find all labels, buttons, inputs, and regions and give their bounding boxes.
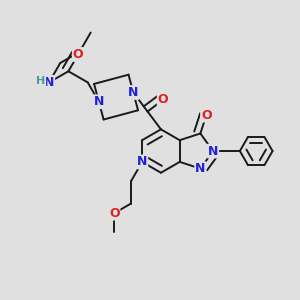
Text: O: O bbox=[73, 48, 83, 61]
Text: H: H bbox=[36, 76, 45, 86]
Text: N: N bbox=[44, 76, 54, 89]
Text: O: O bbox=[109, 207, 119, 220]
Text: N: N bbox=[208, 145, 218, 158]
Text: O: O bbox=[158, 93, 168, 106]
Text: N: N bbox=[137, 155, 147, 168]
Text: N: N bbox=[94, 95, 104, 108]
Text: O: O bbox=[201, 109, 211, 122]
Text: N: N bbox=[128, 86, 139, 99]
Text: N: N bbox=[195, 162, 206, 175]
